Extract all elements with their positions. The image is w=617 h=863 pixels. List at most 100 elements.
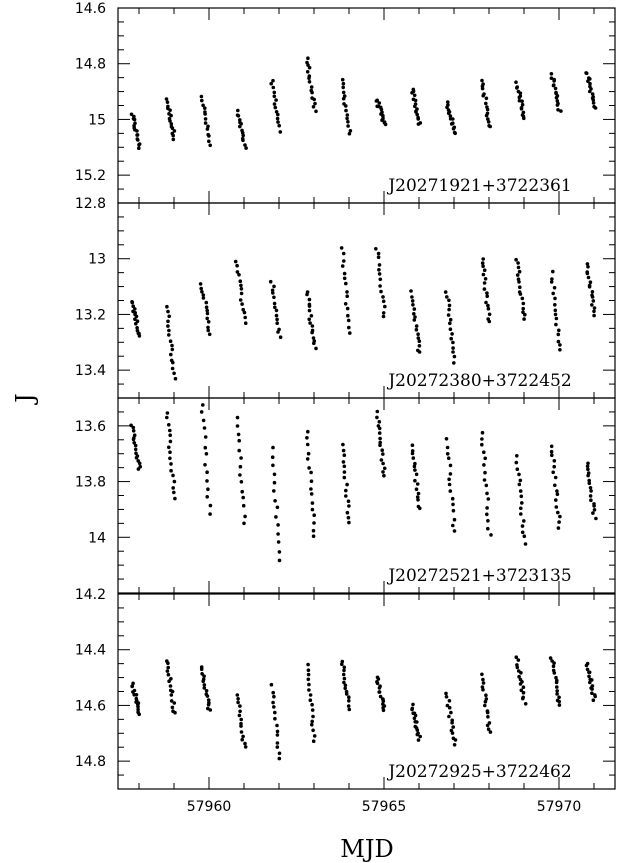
x-tick-label: 57965	[362, 799, 407, 815]
data-point	[241, 133, 245, 138]
data-point	[274, 98, 278, 102]
data-point	[550, 453, 554, 458]
data-point	[451, 725, 456, 729]
data-point	[484, 697, 489, 701]
data-point	[375, 415, 379, 420]
data-point	[481, 264, 485, 269]
data-point	[305, 436, 309, 440]
data-point	[377, 272, 382, 276]
data-point	[203, 121, 208, 125]
data-point	[592, 306, 597, 310]
data-point	[271, 78, 275, 83]
data-point	[168, 108, 172, 112]
data-point	[445, 295, 449, 299]
data-point	[236, 432, 241, 437]
data-point	[306, 662, 310, 667]
data-point	[243, 745, 248, 749]
data-point	[204, 452, 209, 456]
data-point	[270, 288, 275, 293]
data-point	[312, 341, 316, 346]
data-point	[486, 519, 490, 523]
data-point	[517, 98, 522, 103]
data-point	[171, 133, 175, 138]
data-point	[206, 702, 211, 707]
data-point	[272, 284, 276, 289]
data-point	[553, 296, 557, 301]
data-point	[557, 695, 561, 700]
data-point	[310, 90, 314, 95]
data-point	[519, 688, 524, 693]
data-point	[342, 453, 347, 458]
data-point	[549, 449, 554, 454]
data-point	[239, 717, 243, 722]
data-point	[590, 295, 595, 299]
data-point	[132, 117, 137, 122]
data-point	[237, 713, 242, 718]
data-point	[587, 478, 591, 483]
data-point	[131, 681, 135, 686]
data-point	[170, 126, 175, 130]
data-point	[136, 704, 140, 709]
data-point	[241, 734, 245, 739]
panels: 14.6 14.8 15 15.2 J20271921+3722361 12.8 13 13.…	[75, 1, 616, 790]
data-point	[170, 689, 175, 694]
data-point	[515, 467, 520, 472]
data-point	[168, 119, 172, 123]
data-point	[243, 514, 247, 519]
data-point	[448, 327, 453, 332]
data-point	[201, 418, 206, 423]
data-point	[129, 112, 134, 117]
data-point	[518, 682, 523, 686]
data-point	[587, 670, 592, 675]
data-point	[346, 499, 351, 504]
data-point	[307, 466, 311, 470]
data-point	[451, 508, 456, 513]
data-point	[346, 704, 351, 708]
data-point	[409, 289, 413, 293]
data-point	[314, 346, 318, 351]
data-point	[271, 690, 276, 695]
data-point	[378, 694, 383, 699]
data-point	[345, 306, 350, 311]
data-point	[342, 665, 347, 670]
data-point	[235, 693, 240, 697]
data-point	[552, 79, 556, 83]
data-point	[549, 444, 554, 449]
data-point	[487, 319, 492, 324]
data-point	[202, 686, 207, 690]
data-point	[134, 455, 139, 460]
data-point	[514, 460, 519, 465]
data-point	[135, 326, 139, 330]
data-point	[275, 729, 280, 734]
data-point	[519, 107, 524, 111]
data-point	[517, 472, 521, 477]
data-point	[342, 259, 346, 263]
data-point	[444, 691, 448, 696]
data-point	[523, 542, 528, 546]
data-point	[168, 456, 172, 461]
data-point	[410, 295, 414, 299]
data-point	[165, 304, 169, 309]
data-point	[137, 712, 141, 717]
data-point	[516, 658, 521, 662]
data-point	[341, 96, 346, 101]
data-point	[169, 468, 173, 473]
data-point	[486, 526, 490, 531]
y-tick-label: 14.6	[75, 1, 106, 17]
data-point	[416, 117, 421, 121]
data-point	[514, 655, 519, 659]
data-point	[557, 328, 561, 333]
data-point	[553, 86, 558, 91]
data-point	[347, 695, 351, 699]
data-point	[173, 496, 177, 501]
data-point	[310, 507, 315, 512]
data-point	[311, 728, 315, 733]
data-point	[167, 423, 171, 427]
data-point	[515, 665, 520, 670]
data-point	[238, 279, 243, 284]
data-point	[170, 705, 175, 710]
data-point	[588, 89, 592, 94]
data-point	[238, 124, 242, 129]
data-point	[272, 472, 277, 477]
data-point	[344, 488, 348, 493]
